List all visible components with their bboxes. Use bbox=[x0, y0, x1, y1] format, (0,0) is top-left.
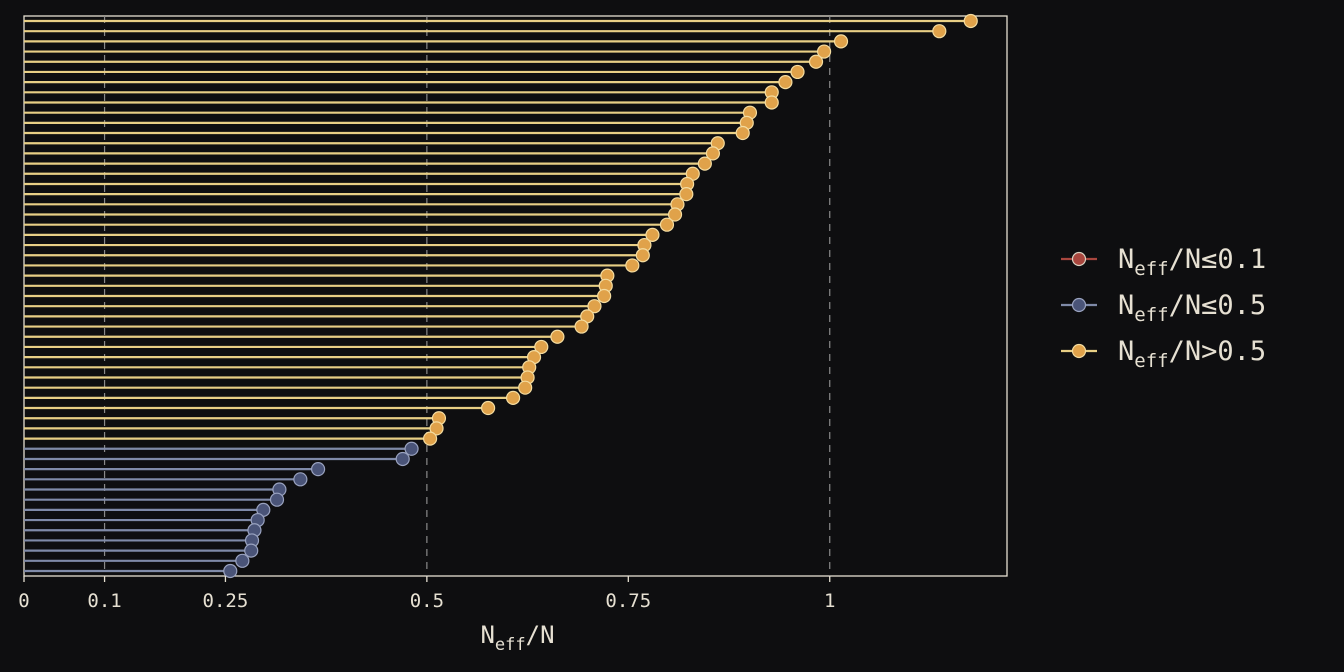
legend-label: Neff/N≤0.1 bbox=[1118, 244, 1266, 280]
lollipop-point bbox=[574, 319, 589, 334]
lollipop-point bbox=[778, 75, 793, 90]
lollipop-point bbox=[235, 553, 250, 568]
plot-area bbox=[23, 13, 1008, 579]
lollipop-point bbox=[244, 543, 259, 558]
lollipop-point bbox=[269, 492, 285, 507]
lollipop-point bbox=[550, 329, 565, 344]
lollipop-point bbox=[518, 380, 533, 395]
lollipop-point bbox=[310, 462, 326, 477]
lollipop-point bbox=[635, 248, 650, 263]
x-tick-label: 0.75 bbox=[605, 590, 651, 612]
legend-label: Neff/N>0.5 bbox=[1118, 336, 1266, 372]
lollipop-point bbox=[808, 54, 824, 69]
legend-label: Neff/N≤0.5 bbox=[1118, 290, 1266, 326]
x-tick-label: 0 bbox=[18, 590, 29, 612]
lollipop-point bbox=[679, 187, 694, 202]
lollipop-point bbox=[625, 258, 640, 273]
x-axis: 0 0.1 0.25 0.5 0.75 1 Neff/N bbox=[18, 576, 835, 655]
lollipop-point bbox=[932, 24, 947, 39]
x-tick-label: 0.25 bbox=[203, 590, 249, 612]
lollipop-point bbox=[764, 95, 779, 110]
lollipop-point bbox=[587, 299, 602, 314]
lollipop-point bbox=[505, 390, 521, 405]
lollipop-point bbox=[667, 207, 683, 222]
lollipop-point bbox=[395, 451, 410, 467]
legend-marker bbox=[1071, 343, 1087, 359]
lollipop-point bbox=[963, 13, 978, 29]
lollipop-point bbox=[597, 288, 612, 304]
lollipop-point bbox=[481, 400, 496, 416]
lollipop-point bbox=[697, 156, 712, 171]
lollipop-point bbox=[422, 431, 438, 446]
x-tick-label: 0.5 bbox=[410, 590, 444, 612]
lollipop-point bbox=[790, 64, 805, 80]
lollipop-point bbox=[735, 125, 750, 141]
lollipop-point bbox=[534, 339, 549, 355]
lollipop-point bbox=[404, 441, 419, 456]
lollipop-point bbox=[293, 472, 308, 487]
lollipop-point bbox=[659, 217, 675, 232]
lollipop-point bbox=[816, 44, 832, 59]
lollipop-point bbox=[223, 563, 238, 579]
lollipop-point bbox=[645, 227, 660, 242]
lollipop-point bbox=[833, 34, 849, 49]
lollipop-point bbox=[429, 421, 444, 436]
x-tick-label: 0.1 bbox=[87, 590, 121, 612]
lollipop-point bbox=[705, 146, 721, 161]
x-axis-label: Neff/N bbox=[480, 621, 554, 655]
legend-marker bbox=[1071, 297, 1087, 313]
legend: Neff/N≤0.1 Neff/N≤0.5 Neff/N>0.5 bbox=[1061, 244, 1266, 372]
x-tick-label: 1 bbox=[824, 590, 835, 612]
legend-marker bbox=[1071, 251, 1087, 267]
